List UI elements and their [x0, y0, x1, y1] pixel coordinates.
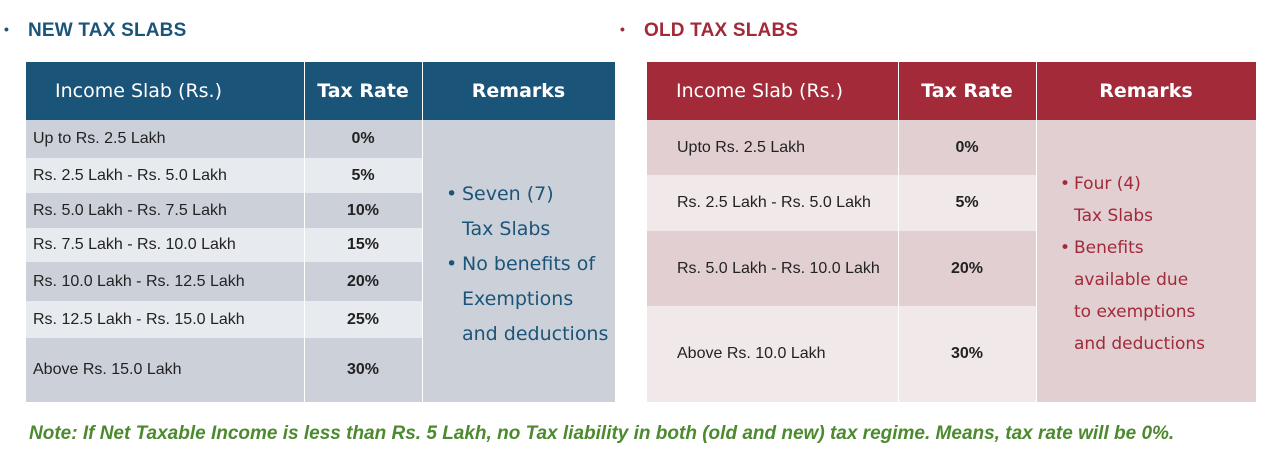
col-header-income-slab: Income Slab (Rs.)	[26, 62, 304, 120]
table-row-slab: Above Rs. 15.0 Lakh	[26, 338, 304, 402]
col-header-remarks: Remarks	[422, 62, 615, 120]
table-row-slab: Up to Rs. 2.5 Lakh	[26, 120, 304, 158]
table-row-rate: 20%	[304, 262, 422, 301]
table-row-slab: Rs. 12.5 Lakh - Rs. 15.0 Lakh	[26, 301, 304, 338]
new-tax-slabs-heading: • NEW TAX SLABS	[4, 20, 186, 42]
table-row-slab: Rs. 7.5 Lakh - Rs. 10.0 Lakh	[26, 228, 304, 262]
col-header-remarks: Remarks	[1036, 62, 1256, 120]
table-row-rate: 0%	[304, 120, 422, 158]
table-row-rate: 25%	[304, 301, 422, 338]
remark-item: • Benefits available due to exemptions a…	[1060, 232, 1256, 360]
remark-item: • Seven (7) Tax Slabs	[446, 177, 615, 247]
column-divider	[422, 62, 423, 402]
remarks-cell: • Seven (7) Tax Slabs • No benefits of E…	[422, 120, 615, 402]
table-row-rate: 30%	[898, 306, 1036, 402]
table-row-slab: Above Rs. 10.0 Lakh	[647, 306, 898, 402]
table-row-rate: 20%	[898, 231, 1036, 306]
table-row-slab: Rs. 5.0 Lakh - Rs. 7.5 Lakh	[26, 193, 304, 228]
table-row-rate: 0%	[898, 120, 1036, 175]
table-row-slab: Upto Rs. 2.5 Lakh	[647, 120, 898, 175]
table-row-rate: 10%	[304, 193, 422, 228]
old-tax-slabs-heading: • OLD TAX SLABS	[620, 20, 798, 42]
col-header-tax-rate: Tax Rate	[898, 62, 1036, 120]
table-row-rate: 5%	[898, 175, 1036, 231]
bullet-icon: •	[4, 21, 10, 37]
bullet-icon: •	[1060, 174, 1071, 194]
new-heading-text: NEW TAX SLABS	[28, 20, 187, 41]
old-tax-slabs-table: Income Slab (Rs.) Tax Rate Remarks Upto …	[647, 62, 1256, 402]
table-row-slab: Rs. 5.0 Lakh - Rs. 10.0 Lakh	[647, 231, 898, 306]
remarks-cell: • Four (4) Tax Slabs • Benefits availabl…	[1036, 120, 1256, 402]
table-row-rate: 5%	[304, 158, 422, 193]
bullet-icon: •	[446, 253, 458, 275]
table-row-rate: 15%	[304, 228, 422, 262]
table-row-rate: 30%	[304, 338, 422, 402]
remark-item: • Four (4) Tax Slabs	[1060, 168, 1256, 232]
table-row-slab: Rs. 2.5 Lakh - Rs. 5.0 Lakh	[647, 175, 898, 231]
column-divider	[898, 62, 899, 402]
col-header-income-slab: Income Slab (Rs.)	[647, 62, 898, 120]
bullet-icon: •	[620, 21, 626, 37]
table-row-slab: Rs. 2.5 Lakh - Rs. 5.0 Lakh	[26, 158, 304, 193]
bullet-icon: •	[446, 183, 458, 205]
table-row-slab: Rs. 10.0 Lakh - Rs. 12.5 Lakh	[26, 262, 304, 301]
footnote: Note: If Net Taxable Income is less than…	[29, 423, 1175, 444]
bullet-icon: •	[1060, 238, 1071, 258]
remark-item: • No benefits of Exemptions and deductio…	[446, 247, 615, 352]
old-heading-text: OLD TAX SLABS	[644, 20, 799, 41]
new-tax-slabs-table: Income Slab (Rs.) Tax Rate Remarks Up to…	[26, 62, 615, 402]
column-divider	[304, 62, 305, 402]
col-header-tax-rate: Tax Rate	[304, 62, 422, 120]
column-divider	[1036, 62, 1037, 402]
